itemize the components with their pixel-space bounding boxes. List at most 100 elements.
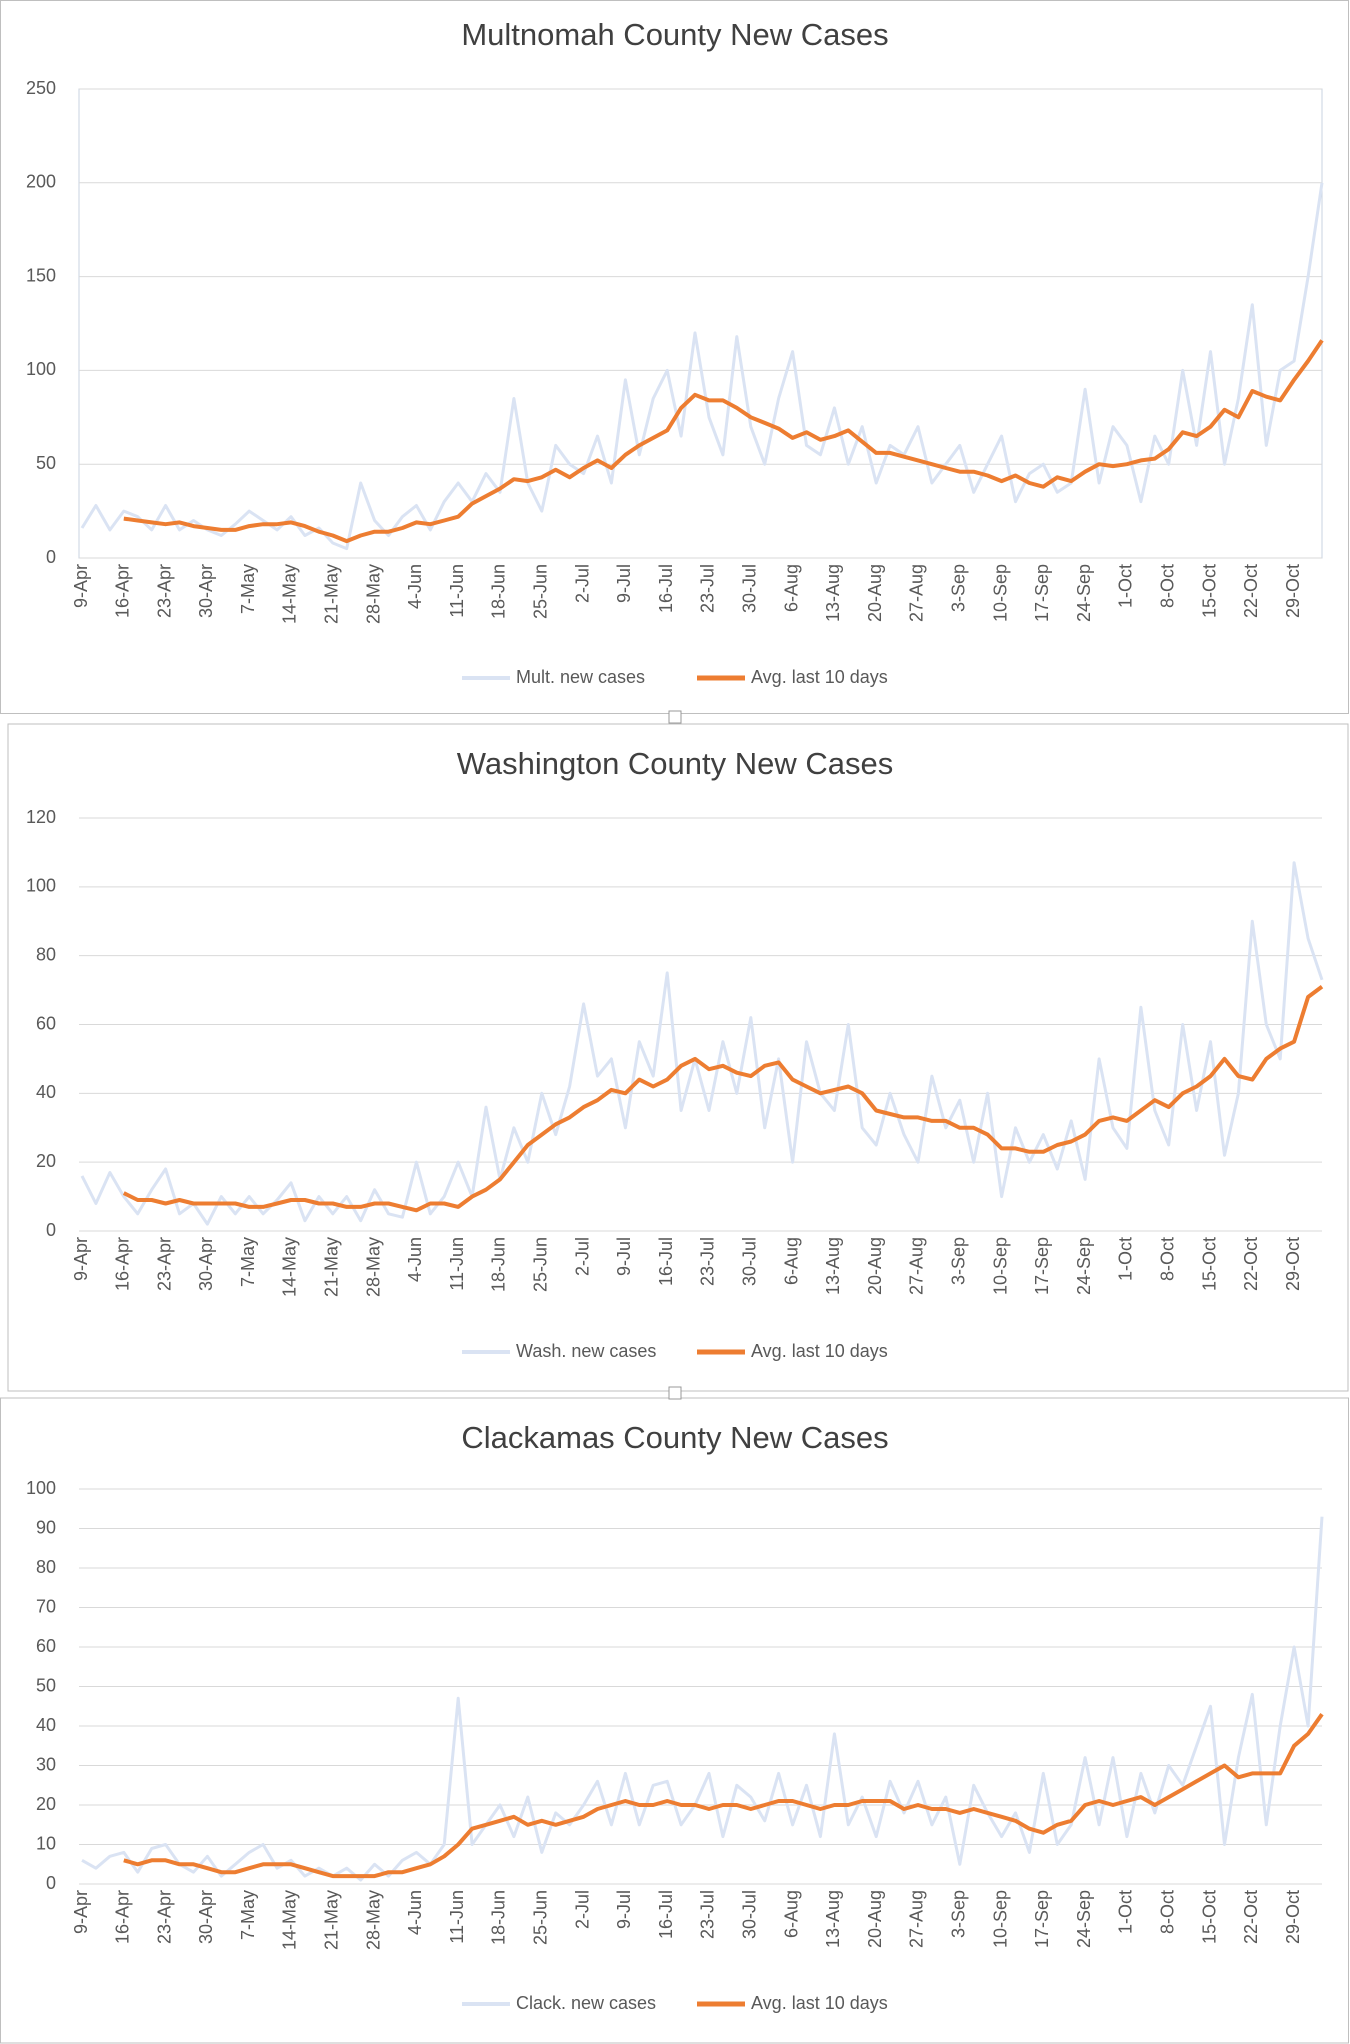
legend-label: Mult. new cases — [516, 667, 645, 687]
x-tick-label: 9-Apr — [71, 1890, 91, 1934]
series-line — [80, 861, 1324, 1226]
x-tick-label: 4-Jun — [405, 564, 425, 609]
chart-title: Washington County New Cases — [457, 746, 894, 781]
x-tick-label: 7-May — [238, 564, 258, 614]
x-tick-label: 1-Oct — [1116, 564, 1136, 608]
y-tick-label: 50 — [36, 1675, 56, 1695]
series-line — [80, 182, 1324, 551]
x-tick-label: 30-Jul — [740, 1237, 760, 1286]
legend-label: Avg. last 10 days — [751, 667, 888, 687]
x-tick-label: 6-Aug — [781, 564, 801, 612]
x-tick-label: 2-Jul — [572, 564, 592, 603]
x-tick-label: 1-Oct — [1116, 1237, 1136, 1281]
x-tick-label: 2-Jul — [572, 1890, 592, 1929]
x-tick-label: 6-Aug — [781, 1237, 801, 1285]
y-tick-label: 0 — [46, 1873, 56, 1893]
x-tick-label: 23-Apr — [154, 1890, 174, 1944]
x-tick-label: 8-Oct — [1157, 1890, 1177, 1934]
x-tick-label: 10-Sep — [990, 1237, 1010, 1295]
series-line — [123, 1713, 1324, 1879]
x-tick-label: 9-Apr — [71, 1237, 91, 1281]
y-tick-label: 40 — [36, 1082, 56, 1102]
x-tick-label: 22-Oct — [1241, 564, 1261, 618]
plot-border — [78, 88, 1323, 559]
x-tick-label: 18-Jun — [489, 1237, 509, 1292]
x-tick-label: 16-Jul — [656, 564, 676, 613]
x-tick-label: 27-Aug — [907, 564, 927, 622]
x-tick-label: 22-Oct — [1241, 1890, 1261, 1944]
x-tick-label: 17-Sep — [1032, 564, 1052, 622]
x-tick-label: 3-Sep — [949, 564, 969, 612]
x-tick-label: 29-Oct — [1283, 1890, 1303, 1944]
chart-title: Multnomah County New Cases — [461, 17, 888, 52]
x-tick-label: 6-Aug — [781, 1890, 801, 1938]
y-tick-label: 120 — [26, 807, 56, 827]
legend-label: Clack. new cases — [516, 1993, 656, 2013]
x-tick-label: 23-Apr — [154, 564, 174, 618]
x-tick-label: 10-Sep — [990, 564, 1010, 622]
x-tick-label: 13-Aug — [823, 1890, 843, 1948]
legend-label: Avg. last 10 days — [751, 1341, 888, 1361]
x-tick-label: 29-Oct — [1283, 1237, 1303, 1291]
x-tick-label: 4-Jun — [405, 1890, 425, 1935]
x-tick-label: 4-Jun — [405, 1237, 425, 1282]
x-tick-label: 7-May — [238, 1890, 258, 1940]
x-tick-label: 15-Oct — [1199, 564, 1219, 618]
legend-label: Wash. new cases — [516, 1341, 656, 1361]
x-tick-label: 23-Jul — [698, 1237, 718, 1286]
x-tick-label: 14-May — [280, 1237, 300, 1297]
x-tick-label: 14-May — [280, 1890, 300, 1950]
y-tick-label: 250 — [26, 78, 56, 98]
y-tick-label: 150 — [26, 265, 56, 285]
x-tick-label: 16-Jul — [656, 1237, 676, 1286]
x-tick-label: 28-May — [363, 564, 383, 624]
x-tick-label: 1-Oct — [1116, 1890, 1136, 1934]
x-tick-label: 21-May — [322, 1890, 342, 1950]
x-tick-label: 11-Jun — [447, 1237, 467, 1291]
x-tick-label: 14-May — [280, 564, 300, 624]
x-tick-label: 18-Jun — [489, 564, 509, 619]
x-tick-label: 9-Jul — [614, 1890, 634, 1929]
y-tick-label: 100 — [26, 1478, 56, 1498]
y-tick-label: 50 — [36, 453, 56, 473]
y-tick-label: 90 — [36, 1517, 56, 1537]
x-tick-label: 17-Sep — [1032, 1890, 1052, 1948]
x-tick-label: 20-Aug — [865, 1237, 885, 1295]
legend-label: Avg. last 10 days — [751, 1993, 888, 2013]
y-tick-label: 100 — [26, 359, 56, 379]
x-tick-label: 16-Apr — [113, 564, 133, 618]
x-tick-label: 18-Jun — [489, 1890, 509, 1945]
x-tick-label: 16-Apr — [113, 1890, 133, 1944]
x-tick-label: 24-Sep — [1074, 564, 1094, 622]
series-line — [123, 339, 1324, 544]
x-tick-label: 9-Jul — [614, 564, 634, 603]
y-tick-label: 40 — [36, 1715, 56, 1735]
x-tick-label: 30-Apr — [196, 564, 216, 618]
x-tick-label: 3-Sep — [949, 1890, 969, 1938]
x-tick-label: 24-Sep — [1074, 1237, 1094, 1295]
x-tick-label: 23-Jul — [698, 1890, 718, 1939]
x-tick-label: 20-Aug — [865, 564, 885, 622]
x-tick-label: 16-Apr — [113, 1237, 133, 1291]
resize-handle — [668, 1386, 682, 1400]
x-tick-label: 27-Aug — [907, 1890, 927, 1948]
y-tick-label: 200 — [26, 172, 56, 192]
x-tick-label: 9-Jul — [614, 1237, 634, 1276]
x-tick-label: 20-Aug — [865, 1890, 885, 1948]
x-tick-label: 8-Oct — [1157, 1237, 1177, 1281]
x-tick-label: 16-Jul — [656, 1890, 676, 1939]
y-tick-label: 60 — [36, 1013, 56, 1033]
x-tick-label: 11-Jun — [447, 1890, 467, 1944]
x-tick-label: 27-Aug — [907, 1237, 927, 1295]
y-tick-label: 80 — [36, 1557, 56, 1577]
x-tick-label: 30-Apr — [196, 1237, 216, 1291]
x-tick-label: 10-Sep — [990, 1890, 1010, 1948]
y-tick-label: 20 — [36, 1151, 56, 1171]
series-line — [81, 1516, 1324, 1882]
y-tick-label: 0 — [46, 547, 56, 567]
x-tick-label: 8-Oct — [1157, 564, 1177, 608]
x-tick-label: 2-Jul — [572, 1237, 592, 1276]
x-tick-label: 11-Jun — [447, 564, 467, 618]
x-tick-label: 21-May — [322, 1237, 342, 1297]
